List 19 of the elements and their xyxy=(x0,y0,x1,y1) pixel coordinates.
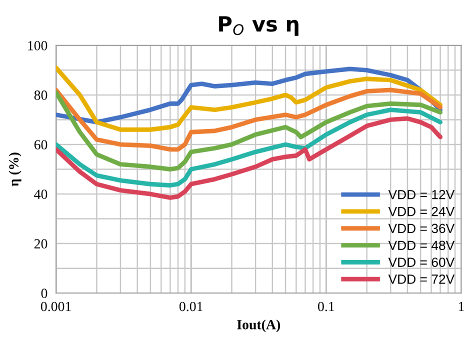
x-tick-label: 1 xyxy=(458,302,464,312)
y-tick-label: 80 xyxy=(34,90,48,100)
y-axis-title: η (%) xyxy=(8,152,22,186)
y-tick-label: 60 xyxy=(34,140,48,150)
y-tick-label: 40 xyxy=(34,190,48,199)
x-tick-label: 0.01 xyxy=(179,302,202,312)
x-axis-title: Iout(A) xyxy=(237,320,280,332)
legend-label: VDD = 48V xyxy=(388,240,455,250)
legend-label: VDD = 12V xyxy=(388,190,455,200)
legend-label: VDD = 36V xyxy=(388,224,455,234)
x-tick-label: 0.001 xyxy=(40,302,71,312)
legend-label: VDD = 60V xyxy=(388,258,455,267)
y-tick-label: 100 xyxy=(28,40,48,50)
x-tick-label: 0.1 xyxy=(318,302,334,312)
y-tick-label: 20 xyxy=(34,239,48,249)
legend-label: VDD = 72V xyxy=(388,274,455,284)
y-tick-label: 0 xyxy=(41,288,48,298)
chart-title: P$_{O}$ vs η xyxy=(219,16,298,36)
legend-label: VDD = 24V xyxy=(388,206,455,216)
